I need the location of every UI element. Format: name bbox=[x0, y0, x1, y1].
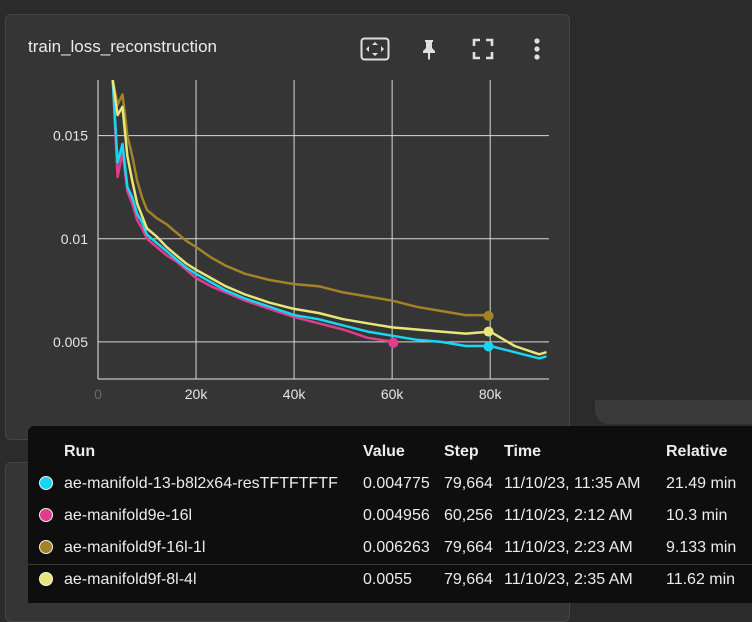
pin-icon bbox=[423, 40, 435, 60]
run-value: 0.006263 bbox=[363, 539, 430, 556]
hover-point bbox=[483, 326, 494, 337]
run-step: 60,256 bbox=[444, 507, 493, 524]
more-options-button[interactable] bbox=[521, 35, 553, 63]
tooltip-row: ae-manifold9f-16l-1l 0.006263 79,664 11/10/… bbox=[28, 532, 752, 564]
series-line bbox=[111, 80, 547, 356]
row-separator bbox=[28, 564, 752, 565]
run-relative: 11.62 min bbox=[666, 571, 736, 588]
hover-point bbox=[388, 337, 399, 348]
y-tick-label: 0.005 bbox=[53, 334, 88, 350]
y-tick-label: 0.01 bbox=[61, 231, 88, 247]
run-name: ae-manifold9f-8l-4l bbox=[64, 571, 197, 588]
header-run: Run bbox=[64, 443, 96, 460]
x-tick-label: 80k bbox=[479, 386, 503, 402]
chart-card-train-loss: train_loss_reconstruction 0 20k 40k 60k 80k 0… bbox=[5, 14, 570, 440]
x-tick-label: 40k bbox=[283, 386, 307, 402]
run-time: 11/10/23, 11:35 AM bbox=[504, 475, 641, 492]
run-value: 0.004956 bbox=[363, 507, 430, 524]
run-relative: 9.133 min bbox=[666, 539, 737, 556]
background-panel bbox=[595, 400, 752, 424]
tooltip-row: ae-manifold9e-16l 0.004956 60,256 11/10/23,… bbox=[28, 500, 752, 532]
run-step: 79,664 bbox=[444, 475, 493, 492]
hover-point bbox=[483, 341, 494, 352]
tooltip-row: ae-manifold-13-b8l2x64-resTFTFTFTF 0.0047… bbox=[28, 468, 752, 500]
run-name: ae-manifold9e-16l bbox=[64, 507, 193, 524]
fullscreen-icon bbox=[472, 38, 494, 60]
series-line bbox=[111, 80, 547, 360]
run-relative: 21.49 min bbox=[666, 475, 737, 492]
run-step: 79,664 bbox=[444, 539, 493, 556]
x-tick-label: 0 bbox=[94, 386, 102, 402]
run-time: 11/10/23, 2:12 AM bbox=[504, 507, 633, 524]
run-color-dot bbox=[39, 476, 53, 490]
hover-tooltip: Run Value Step Time Relative ae-manifold… bbox=[28, 426, 752, 603]
header-step: Step bbox=[444, 443, 479, 460]
run-color-dot bbox=[39, 508, 53, 522]
run-color-dot bbox=[39, 540, 53, 554]
y-tick-label: 0.015 bbox=[53, 128, 88, 144]
run-value: 0.004775 bbox=[363, 475, 430, 492]
run-color-dot bbox=[39, 572, 53, 586]
chart-toolbar bbox=[359, 35, 553, 63]
fit-domain-button[interactable] bbox=[359, 35, 391, 63]
pin-button[interactable] bbox=[413, 35, 445, 63]
run-name: ae-manifold9f-16l-1l bbox=[64, 539, 206, 556]
hover-point bbox=[483, 310, 494, 321]
run-name: ae-manifold-13-b8l2x64-resTFTFTFTF bbox=[64, 475, 338, 492]
fullscreen-button[interactable] bbox=[467, 35, 499, 63]
header-time: Time bbox=[504, 443, 542, 460]
tooltip-row: ae-manifold9f-8l-4l 0.0055 79,664 11/10/23,… bbox=[28, 564, 752, 596]
line-chart[interactable]: 0 20k 40k 60k 80k 0.005 0.01 0.015 bbox=[6, 75, 569, 425]
tooltip-header: Run Value Step Time Relative bbox=[28, 436, 752, 468]
run-step: 79,664 bbox=[444, 571, 493, 588]
fit-domain-icon bbox=[360, 37, 390, 61]
series-line bbox=[111, 80, 394, 344]
header-relative: Relative bbox=[666, 443, 728, 460]
run-value: 0.0055 bbox=[363, 571, 412, 588]
x-tick-label: 60k bbox=[381, 386, 405, 402]
more-vert-icon bbox=[534, 38, 540, 60]
header-value: Value bbox=[363, 443, 405, 460]
run-relative: 10.3 min bbox=[666, 507, 728, 524]
x-tick-label: 20k bbox=[185, 386, 209, 402]
run-time: 11/10/23, 2:23 AM bbox=[504, 539, 633, 556]
series-line bbox=[111, 80, 491, 317]
chart-title: train_loss_reconstruction bbox=[28, 37, 217, 56]
run-time: 11/10/23, 2:35 AM bbox=[504, 571, 633, 588]
